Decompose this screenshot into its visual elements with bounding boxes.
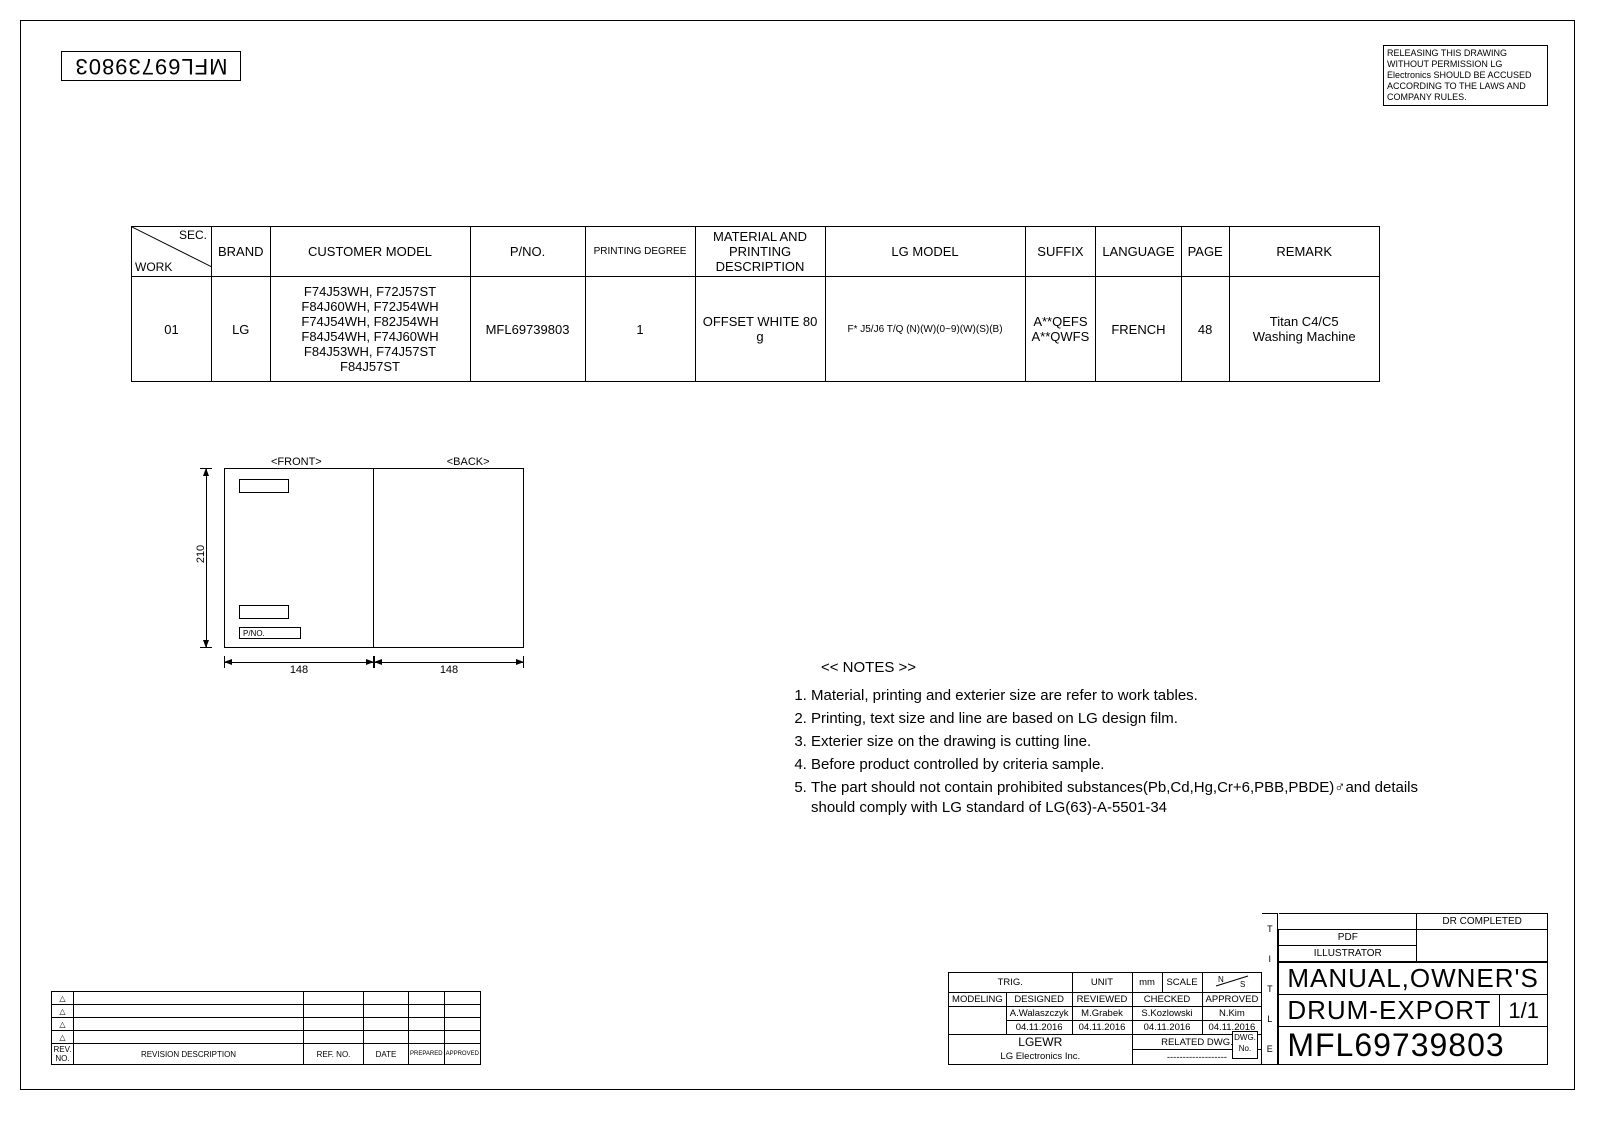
- tb-dwg-no: DWG. No.: [1232, 1031, 1258, 1059]
- tb-p-modeling: [949, 1007, 1007, 1035]
- legal-notice: RELEASING THIS DRAWING WITHOUT PERMISSIO…: [1383, 45, 1548, 106]
- label-front: <FRONT>: [271, 456, 322, 468]
- rev-hdr-ref: REF. NO.: [304, 1044, 364, 1065]
- front-page: P/NO.: [224, 468, 374, 648]
- part-number-text: MFL69739803: [62, 52, 240, 80]
- svg-text:N: N: [1218, 975, 1224, 984]
- cell-language: FRENCH: [1096, 277, 1181, 382]
- tb-title-vert: TITLE: [1262, 913, 1278, 1065]
- cell-remark: Titan C4/C5 Washing Machine: [1229, 277, 1379, 382]
- hdr-material: MATERIAL AND PRINTING DESCRIPTION: [695, 227, 825, 277]
- hdr-brand: BRAND: [212, 227, 271, 277]
- tb-dr: DR COMPLETED: [1417, 914, 1548, 930]
- cell-work: 01: [132, 277, 212, 382]
- tb-p-checked: S.Kozlowski: [1132, 1007, 1202, 1021]
- tb-p-reviewed: M.Grabek: [1072, 1007, 1132, 1021]
- tb-d-designed: 04.11.2016: [1006, 1021, 1072, 1035]
- dim-vertical: 210: [196, 468, 218, 648]
- back-page: [374, 468, 524, 648]
- note-5: The part should not contain prohibited s…: [811, 778, 1511, 818]
- tb-p-approved: N.Kim: [1202, 1007, 1262, 1021]
- hdr-language: LANGUAGE: [1096, 227, 1181, 277]
- note-4: Before product controlled by criteria sa…: [811, 755, 1511, 775]
- booklet-diagram: <FRONT> <BACK> 210 P/NO. 148: [196, 456, 566, 674]
- rev-hdr-appr: APPROVED: [444, 1044, 480, 1065]
- tb-output-table: DR COMPLETED PDF ILLUSTRATOR: [1278, 913, 1548, 962]
- tb-trig: TRIG.: [949, 973, 1072, 993]
- cell-lg-model: F* J5/J6 T/Q (N)(W)(0~9)(W)(S)(B): [825, 277, 1025, 382]
- tb-sheet: 1/1: [1500, 995, 1548, 1027]
- note-2: Printing, text size and line are based o…: [811, 709, 1511, 729]
- tb-d-checked: 04.11.2016: [1132, 1021, 1202, 1035]
- rev-tri-1: △: [52, 1031, 74, 1044]
- hdr-lg-model: LG MODEL: [825, 227, 1025, 277]
- tb-scale-val: NS: [1202, 973, 1262, 993]
- tb-col-checked: CHECKED: [1132, 993, 1202, 1007]
- notes-title: << NOTES >>: [821, 659, 1511, 676]
- hdr-printing-degree: PRINTING DEGREE: [585, 227, 695, 277]
- tb-line2: DRUM-EXPORT: [1279, 995, 1500, 1027]
- rev-hdr-no: REV. NO.: [52, 1044, 74, 1065]
- cell-brand: LG: [212, 277, 271, 382]
- tb-ill: ILLUSTRATOR: [1279, 946, 1417, 962]
- dim-height: 210: [195, 545, 207, 563]
- tb-scale: SCALE: [1162, 973, 1202, 993]
- hdr-suffix: SUFFIX: [1025, 227, 1096, 277]
- note-1: Material, printing and exterier size are…: [811, 686, 1511, 706]
- rev-tri-4: △: [52, 992, 74, 1005]
- dim-width-2: 148: [374, 652, 524, 674]
- tb-col-approved: APPROVED: [1202, 993, 1262, 1007]
- rev-tri-2: △: [52, 1018, 74, 1031]
- title-block: TRIG. UNIT mm SCALE NS MODELING DESIGNED…: [948, 913, 1548, 1065]
- hdr-sec-work: SEC. WORK: [132, 227, 212, 277]
- notes-block: << NOTES >> Material, printing and exter…: [791, 659, 1511, 821]
- pno-label: P/NO.: [239, 627, 301, 639]
- hdr-customer-model: CUSTOMER MODEL: [270, 227, 470, 277]
- tb-unit: UNIT: [1072, 973, 1132, 993]
- tb-title-lines: MANUAL,OWNER'S DRUM-EXPORT 1/1 MFL697398…: [1278, 962, 1548, 1065]
- work-table: SEC. WORK BRAND CUSTOMER MODEL P/NO. PRI…: [131, 226, 1380, 382]
- cell-printing-degree: 1: [585, 277, 695, 382]
- tb-sign-table: TRIG. UNIT mm SCALE NS MODELING DESIGNED…: [948, 972, 1262, 1065]
- hdr-pno: P/NO.: [470, 227, 585, 277]
- tb-pdf: PDF: [1279, 930, 1417, 946]
- tb-p-designed: A.Walaszczyk: [1006, 1007, 1072, 1021]
- tb-col-modeling: MODELING: [949, 993, 1007, 1007]
- tb-line1: MANUAL,OWNER'S: [1279, 963, 1548, 995]
- rev-hdr-date: DATE: [364, 1044, 409, 1065]
- cell-pno: MFL69739803: [470, 277, 585, 382]
- tb-d-reviewed: 04.11.2016: [1072, 1021, 1132, 1035]
- tb-org: LGEWR LG Electronics Inc.: [949, 1035, 1132, 1065]
- hdr-remark: REMARK: [1229, 227, 1379, 277]
- tb-col-designed: DESIGNED: [1006, 993, 1072, 1007]
- label-back: <BACK>: [447, 456, 490, 468]
- cell-customer-model: F74J53WH, F72J57ST F84J60WH, F72J54WH F7…: [270, 277, 470, 382]
- tb-line3: MFL69739803: [1279, 1027, 1548, 1065]
- rev-tri-3: △: [52, 1005, 74, 1018]
- note-5b: should comply with LG standard of LG(63)…: [811, 799, 1167, 816]
- svg-text:S: S: [1240, 980, 1245, 988]
- cell-suffix: A**QEFS A**QWFS: [1025, 277, 1096, 382]
- revision-table: △ △ △ △ REV. NO. REVISION DESCRIPTION RE…: [51, 991, 481, 1065]
- tb-unit-val: mm: [1132, 973, 1162, 993]
- cell-material: OFFSET WHITE 80 g: [695, 277, 825, 382]
- hdr-page: PAGE: [1181, 227, 1229, 277]
- cell-page: 48: [1181, 277, 1229, 382]
- rev-hdr-desc: REVISION DESCRIPTION: [74, 1044, 304, 1065]
- dim-width-1: 148: [224, 652, 374, 674]
- part-number-rotated: MFL69739803: [61, 51, 241, 81]
- tb-col-reviewed: REVIEWED: [1072, 993, 1132, 1007]
- drawing-frame: MFL69739803 RELEASING THIS DRAWING WITHO…: [20, 20, 1575, 1090]
- note-3: Exterier size on the drawing is cutting …: [811, 732, 1511, 752]
- rev-hdr-prep: PREPARED: [409, 1044, 445, 1065]
